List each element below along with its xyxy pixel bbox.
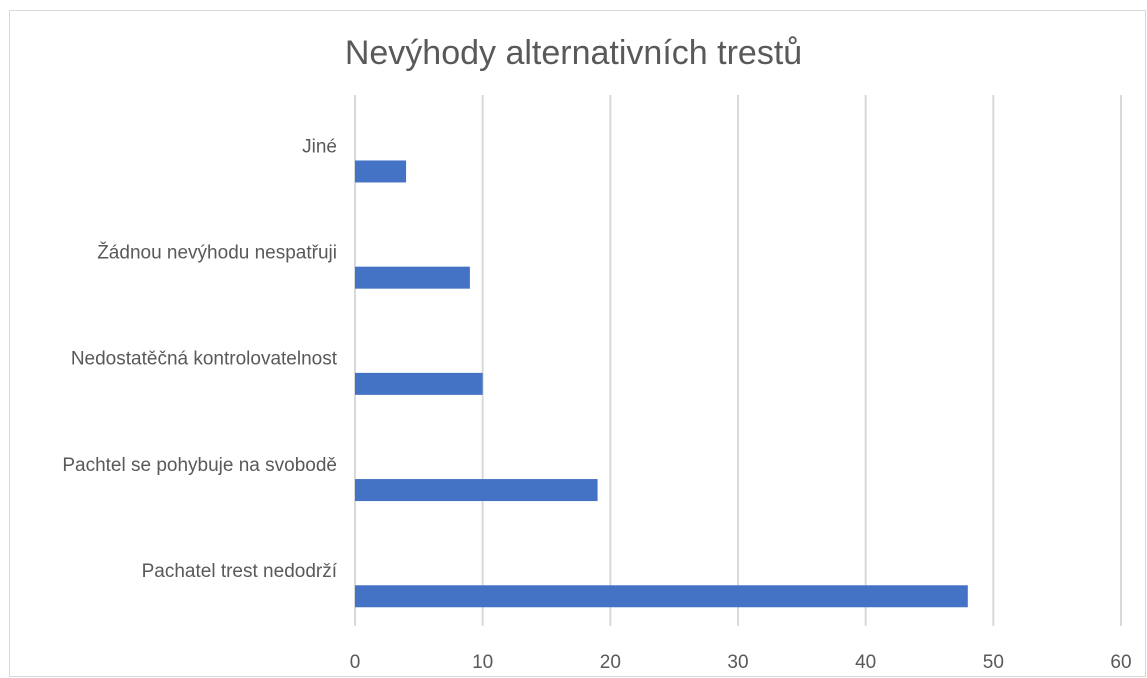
category-label: Pachatel trest nedodrží	[142, 561, 338, 582]
category-label: Žádnou nevýhodu nespatřuji	[97, 242, 337, 264]
x-tick-label: 60	[1110, 652, 1131, 673]
bar	[355, 160, 407, 183]
chart-title: Nevýhody alternativních trestů	[344, 34, 803, 72]
bar	[355, 372, 483, 395]
chart-frame	[9, 10, 1146, 677]
x-tick-label: 50	[983, 652, 1004, 673]
bar	[355, 585, 968, 608]
x-tick-label: 40	[855, 652, 876, 673]
x-tick-label: 30	[727, 652, 748, 673]
x-tick-label: 20	[600, 652, 621, 673]
x-tick-label: 10	[472, 652, 493, 673]
bar	[355, 479, 598, 502]
bar	[355, 266, 470, 289]
category-label: Nedostatěčná kontrolovatelnost	[71, 349, 338, 370]
category-label: Pachtel se pohybuje na svobodě	[62, 455, 337, 476]
x-tick-label: 0	[350, 652, 361, 673]
category-label: Jiné	[302, 136, 337, 157]
